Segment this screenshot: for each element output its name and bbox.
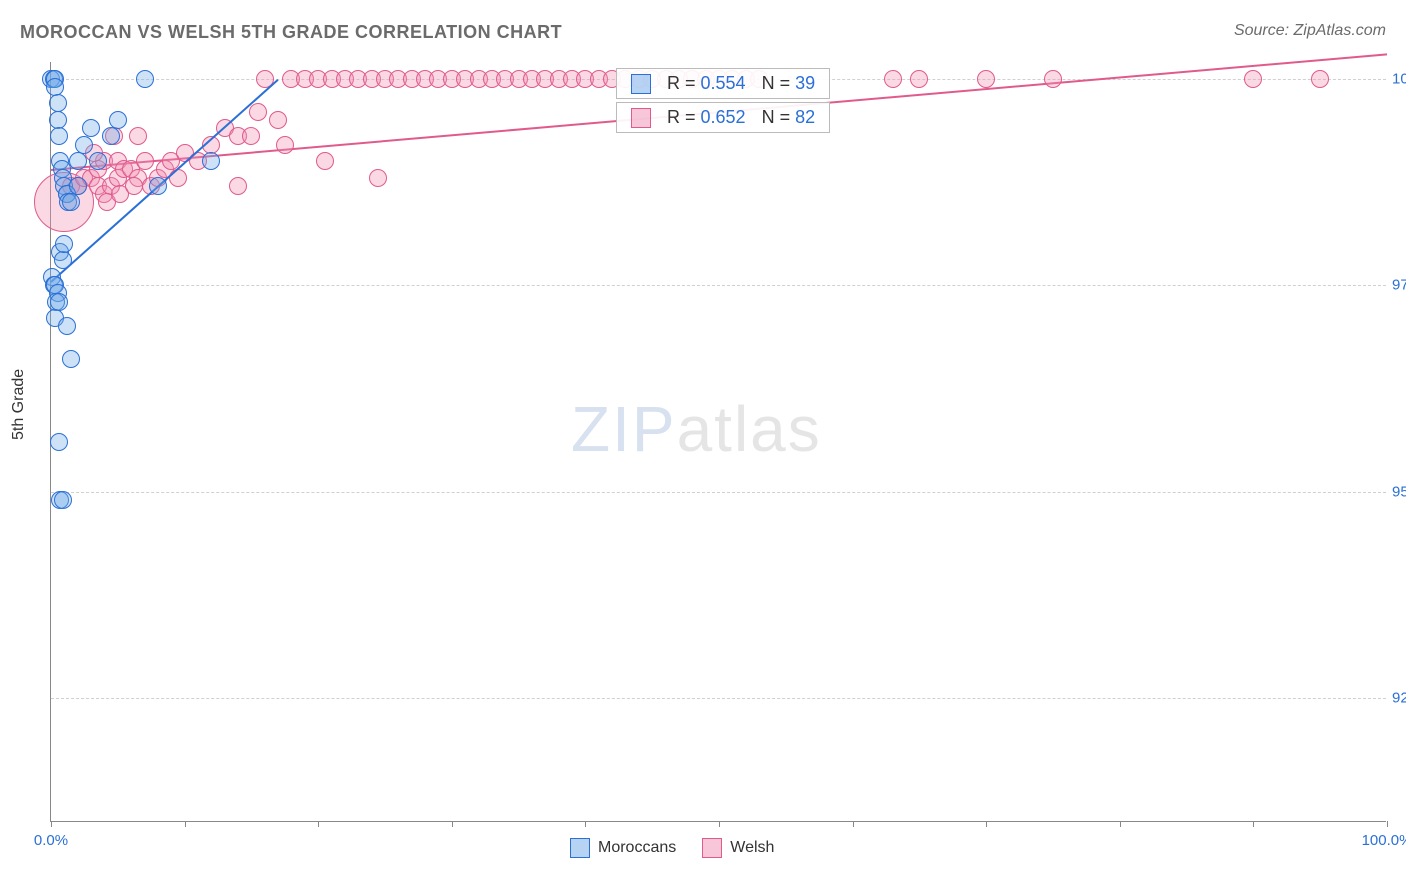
point-welsh <box>977 70 995 88</box>
ytick-label: 92.5% <box>1392 690 1406 707</box>
point-welsh <box>249 103 267 121</box>
xtick <box>51 821 52 827</box>
gridline-h <box>51 698 1386 699</box>
gridline-h <box>51 285 1386 286</box>
point-moroccans <box>69 152 87 170</box>
point-welsh <box>136 152 154 170</box>
xtick <box>185 821 186 827</box>
point-welsh <box>884 70 902 88</box>
chart-title: MOROCCAN VS WELSH 5TH GRADE CORRELATION … <box>20 22 562 43</box>
point-moroccans <box>69 177 87 195</box>
bottom-legend: Moroccans Welsh <box>570 838 774 858</box>
point-moroccans <box>136 70 154 88</box>
point-welsh <box>316 152 334 170</box>
ytick-label: 97.5% <box>1392 277 1406 294</box>
stats-swatch-moroccans <box>631 74 651 94</box>
point-moroccans <box>50 293 68 311</box>
point-moroccans <box>75 136 93 154</box>
point-welsh <box>269 111 287 129</box>
point-moroccans <box>50 433 68 451</box>
stats-box-welsh: R = 0.652 N = 82 <box>616 102 830 133</box>
legend-item-moroccans: Moroccans <box>570 838 676 858</box>
point-moroccans <box>109 111 127 129</box>
point-welsh <box>369 169 387 187</box>
point-moroccans <box>82 119 100 137</box>
chart-container: MOROCCAN VS WELSH 5TH GRADE CORRELATION … <box>0 0 1406 892</box>
point-moroccans <box>46 78 64 96</box>
xtick <box>318 821 319 827</box>
point-welsh <box>276 136 294 154</box>
stats-n-moroccans: N = 39 <box>762 73 816 94</box>
point-welsh <box>125 177 143 195</box>
stats-n-welsh: N = 82 <box>762 107 816 128</box>
point-moroccans <box>89 152 107 170</box>
watermark-zip: ZIP <box>571 393 677 465</box>
point-welsh <box>242 127 260 145</box>
xtick <box>1120 821 1121 827</box>
stats-r-welsh: R = 0.652 <box>667 107 746 128</box>
point-moroccans <box>58 317 76 335</box>
legend-label-welsh: Welsh <box>730 839 774 857</box>
point-welsh <box>129 127 147 145</box>
ytick-label: 100.0% <box>1392 70 1406 87</box>
point-moroccans <box>50 127 68 145</box>
xtick <box>986 821 987 827</box>
point-moroccans <box>49 94 67 112</box>
stats-swatch-welsh <box>631 108 651 128</box>
xtick <box>853 821 854 827</box>
source-attribution: Source: ZipAtlas.com <box>1234 22 1386 40</box>
legend-label-moroccans: Moroccans <box>598 839 676 857</box>
point-moroccans <box>62 193 80 211</box>
xtick <box>719 821 720 827</box>
xtick-label: 100.0% <box>1362 832 1406 849</box>
xtick <box>452 821 453 827</box>
point-moroccans <box>54 251 72 269</box>
watermark: ZIPatlas <box>571 392 822 466</box>
point-moroccans <box>49 111 67 129</box>
plot-area: ZIPatlas 92.5%95.0%97.5%100.0%0.0%100.0%… <box>50 62 1386 822</box>
legend-swatch-welsh <box>702 838 722 858</box>
xtick <box>1387 821 1388 827</box>
watermark-atlas: atlas <box>677 393 822 465</box>
stats-r-moroccans: R = 0.554 <box>667 73 746 94</box>
xtick <box>585 821 586 827</box>
point-moroccans <box>149 177 167 195</box>
point-moroccans <box>62 350 80 368</box>
legend-item-welsh: Welsh <box>702 838 774 858</box>
xtick-label: 0.0% <box>34 832 68 849</box>
y-axis-label: 5th Grade <box>10 369 28 440</box>
point-welsh <box>910 70 928 88</box>
point-welsh <box>229 177 247 195</box>
point-welsh <box>1244 70 1262 88</box>
point-moroccans <box>102 127 120 145</box>
point-welsh <box>1311 70 1329 88</box>
ytick-label: 95.0% <box>1392 483 1406 500</box>
gridline-h <box>51 492 1386 493</box>
point-moroccans <box>54 491 72 509</box>
stats-box-moroccans: R = 0.554 N = 39 <box>616 68 830 99</box>
xtick <box>1253 821 1254 827</box>
legend-swatch-moroccans <box>570 838 590 858</box>
point-welsh <box>1044 70 1062 88</box>
point-moroccans <box>55 235 73 253</box>
point-moroccans <box>202 152 220 170</box>
